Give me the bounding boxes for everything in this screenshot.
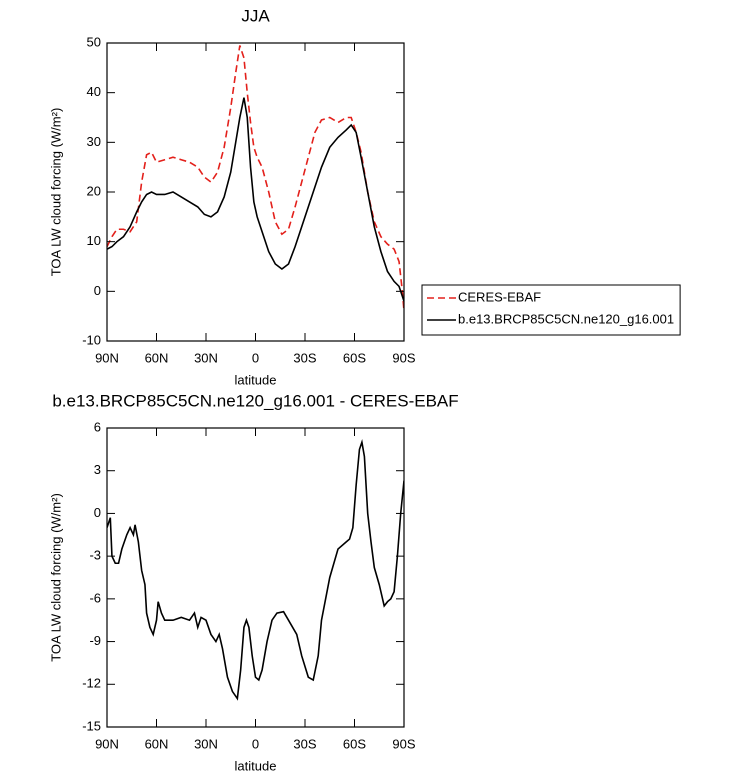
chart-title: JJA [241,6,270,25]
x-tick-label: 60S [343,736,366,751]
y-tick-label: -3 [89,548,101,563]
x-tick-label: 90N [95,736,119,751]
y-tick-label: -12 [82,676,101,691]
x-tick-label: 0 [252,350,259,365]
plot-area [107,45,404,312]
x-tick-label: 30S [293,736,316,751]
y-axis-label: TOA LW cloud forcing (W/m²) [48,493,63,662]
y-tick-label: -15 [82,718,101,733]
y-tick-label: -6 [89,590,101,605]
x-tick-label: 90S [392,350,415,365]
y-tick-label: 3 [94,462,101,477]
x-axis-label: latitude [235,372,277,387]
data-line [107,45,404,312]
y-tick-label: -9 [89,633,101,648]
y-axis-label: TOA LW cloud forcing (W/m²) [48,108,63,277]
y-tick-label: -10 [82,332,101,347]
y-tick-label: 40 [87,84,101,99]
plot-frame [106,427,405,728]
x-tick-label: 90N [95,350,119,365]
x-tick-label: 30S [293,350,316,365]
legend-frame [421,284,681,336]
x-tick-label: 90S [392,736,415,751]
data-line [107,97,404,302]
x-tick-label: 30N [194,736,218,751]
legend: CERES-EBAF b.e13.BRCP85C5CN.ne120_g16.001 [421,284,681,336]
chart-title: b.e13.BRCP85C5CN.ne120_g16.001 - CERES-E… [52,391,458,410]
x-tick-label: 60N [145,350,169,365]
y-tick-label: 20 [87,183,101,198]
y-tick-label: 50 [87,34,101,49]
x-tick-label: 30N [194,350,218,365]
y-tick-label: 30 [87,134,101,149]
y-tick-label: 6 [94,419,101,434]
legend-label: b.e13.BRCP85C5CN.ne120_g16.001 [458,311,674,326]
y-tick-label: 0 [94,283,101,298]
x-tick-label: 0 [252,736,259,751]
y-tick-label: 0 [94,505,101,520]
x-tick-label: 60N [145,736,169,751]
legend-label: CERES-EBAF [458,289,541,304]
x-tick-label: 60S [343,350,366,365]
y-tick-label: 10 [87,233,101,248]
plot-area [107,439,404,701]
plot-frame [106,42,405,342]
x-axis-label: latitude [235,758,277,773]
data-line [107,439,404,701]
